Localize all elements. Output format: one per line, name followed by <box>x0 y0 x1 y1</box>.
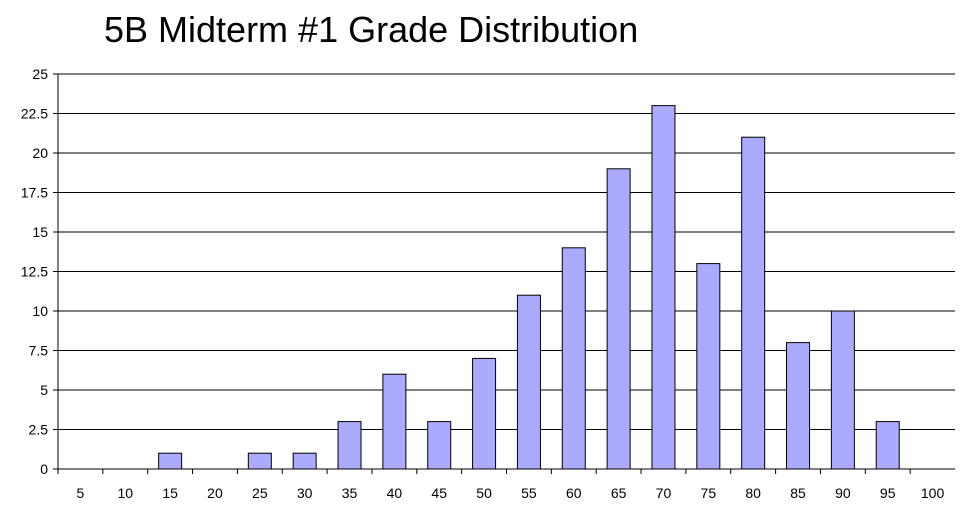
x-tick-label: 35 <box>342 485 358 501</box>
x-tick-label: 95 <box>880 485 896 501</box>
bar <box>516 294 541 470</box>
y-tick-label: 0 <box>40 461 48 477</box>
x-tick-labels: 5 10 15 20 25 30 35 40 45 50 55 60 65 70 75 80 85 90 95 100 <box>77 485 945 501</box>
x-tick-label: 100 <box>921 485 945 501</box>
bar <box>292 452 317 470</box>
bar <box>337 421 362 470</box>
y-tick-label: 12.5 <box>21 264 48 280</box>
bar <box>472 357 497 470</box>
y-tick-label: 10 <box>32 303 48 319</box>
y-tick-label: 2.5 <box>29 422 49 438</box>
x-tick-label: 15 <box>162 485 178 501</box>
bar <box>696 263 721 470</box>
x-tick-label: 25 <box>252 485 268 501</box>
x-tick-label: 40 <box>387 485 403 501</box>
bar <box>382 373 407 470</box>
bar <box>606 168 631 470</box>
bar <box>158 452 183 470</box>
bars <box>158 105 900 470</box>
chart-title: 5B Midterm #1 Grade Distribution <box>104 9 639 50</box>
axes <box>57 74 955 474</box>
x-tick-label: 45 <box>431 485 447 501</box>
x-tick-label: 60 <box>566 485 582 501</box>
y-tick-labels: 0 2.5 5 7.5 10 12.5 15 17.5 20 22.5 25 <box>21 66 48 477</box>
x-tick-label: 20 <box>207 485 223 501</box>
y-tick-label: 5 <box>40 382 48 398</box>
y-tick-label: 15 <box>32 224 48 240</box>
bar <box>875 421 900 470</box>
x-tick-label: 80 <box>745 485 761 501</box>
x-tick-label: 65 <box>611 485 627 501</box>
bar <box>830 310 855 470</box>
y-tick-label: 17.5 <box>21 185 48 201</box>
y-tick-label: 25 <box>32 66 48 82</box>
y-tick-label: 20 <box>32 145 48 161</box>
x-tick-label: 75 <box>701 485 717 501</box>
x-tick-label: 5 <box>77 485 85 501</box>
bar <box>247 452 272 470</box>
x-tick-label: 50 <box>476 485 492 501</box>
y-tick-label: 22.5 <box>21 106 48 122</box>
bar <box>561 247 586 470</box>
x-tick-label: 30 <box>297 485 313 501</box>
x-tick-label: 55 <box>521 485 537 501</box>
x-tick-label: 90 <box>835 485 851 501</box>
x-tick-label: 70 <box>656 485 672 501</box>
bar <box>786 342 811 470</box>
x-tick-label: 10 <box>117 485 133 501</box>
gridlines <box>53 73 955 470</box>
x-tick-label: 85 <box>790 485 806 501</box>
bar <box>651 105 676 470</box>
y-tick-label: 7.5 <box>29 343 49 359</box>
bar <box>427 421 452 470</box>
bar <box>741 136 766 470</box>
